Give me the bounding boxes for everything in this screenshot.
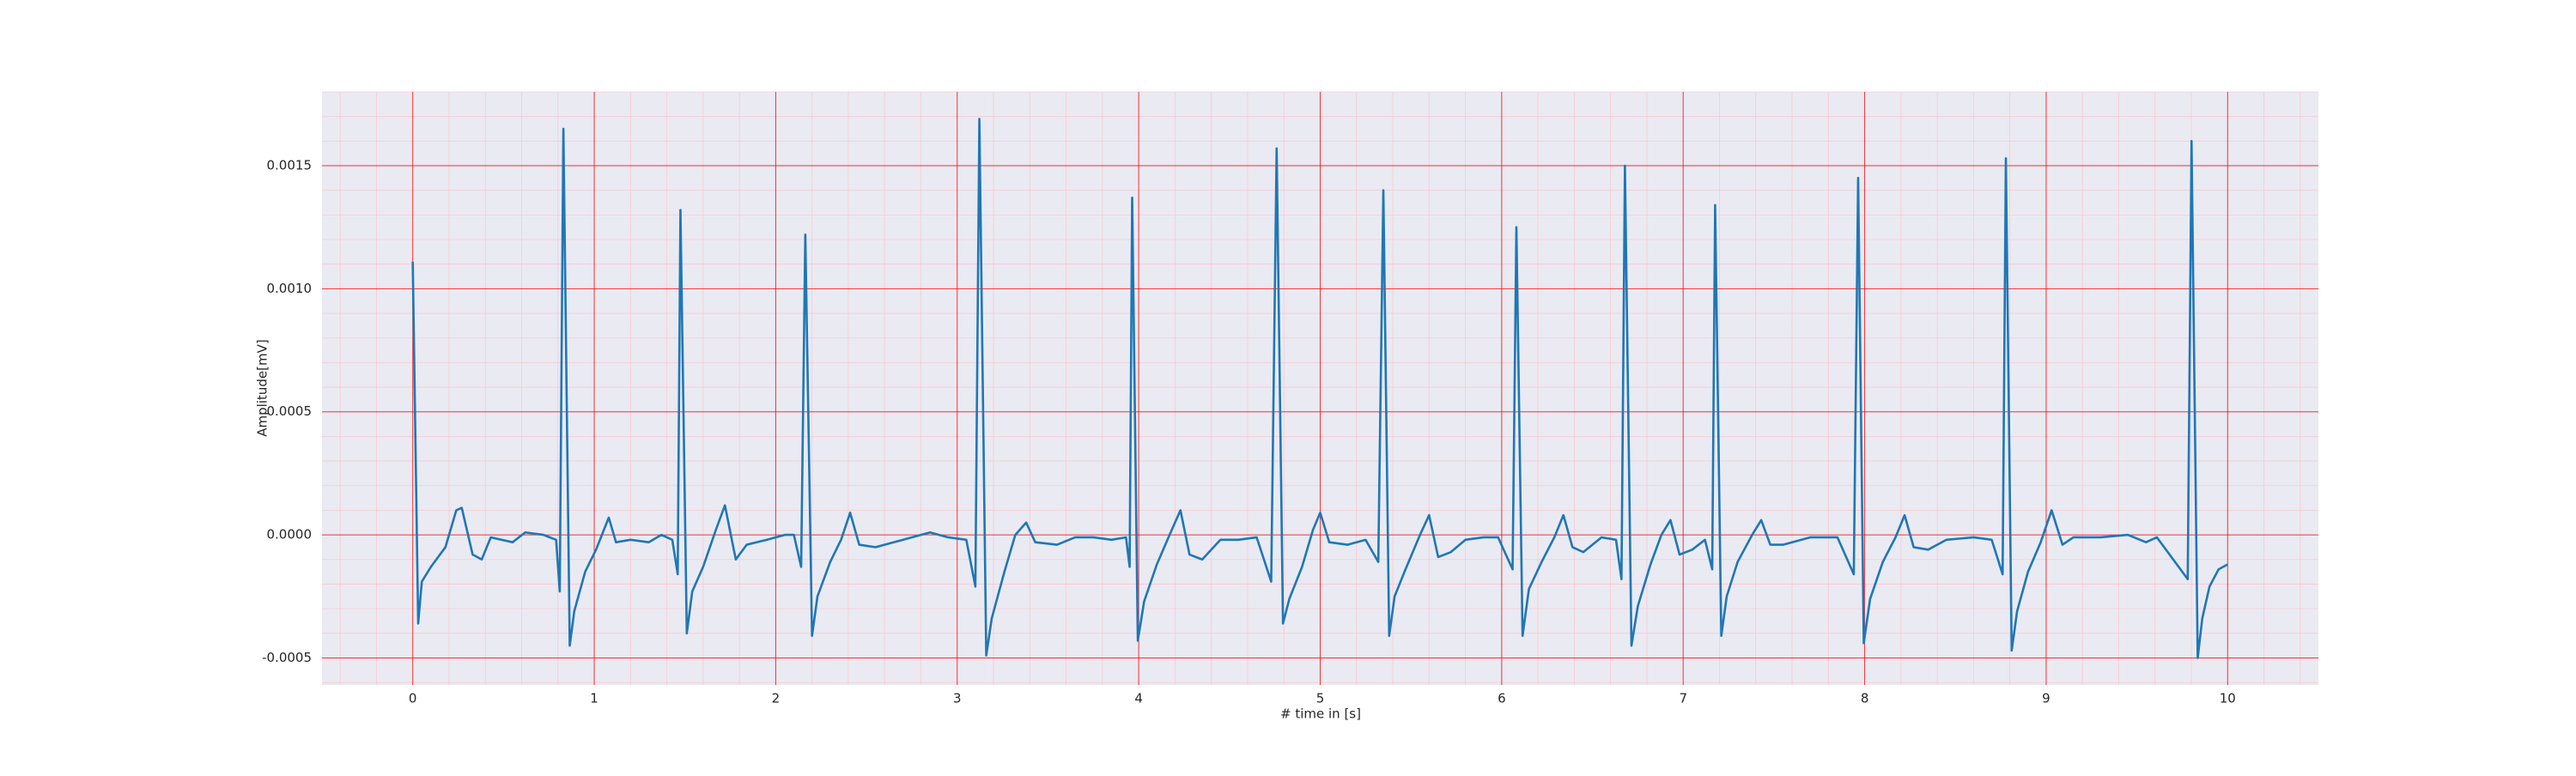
x-tick-label: 2 — [772, 691, 781, 706]
x-tick-label: 3 — [953, 691, 962, 706]
y-axis-label: Amplitude[mV] — [255, 339, 270, 436]
y-tick-label: 0.0015 — [267, 158, 313, 173]
x-tick-label: 1 — [590, 691, 598, 706]
x-tick-label: 10 — [2220, 691, 2236, 706]
x-tick-label: 0 — [409, 691, 417, 706]
y-tick-label: -0.0005 — [262, 650, 312, 665]
x-tick-label: 5 — [1316, 691, 1325, 706]
x-tick-label: 9 — [2042, 691, 2050, 706]
y-tick-label: 0.0005 — [267, 403, 313, 419]
y-tick-label: 0.0010 — [267, 281, 313, 296]
x-axis-label: # time in [s] — [1280, 706, 1361, 722]
x-tick-label: 4 — [1134, 691, 1143, 706]
y-tick-label: 0.0000 — [267, 527, 313, 543]
x-tick-label: 6 — [1498, 691, 1506, 706]
x-tick-label: 7 — [1679, 691, 1687, 706]
x-tick-label: 8 — [1861, 691, 1869, 706]
ecg-line — [411, 118, 2228, 659]
